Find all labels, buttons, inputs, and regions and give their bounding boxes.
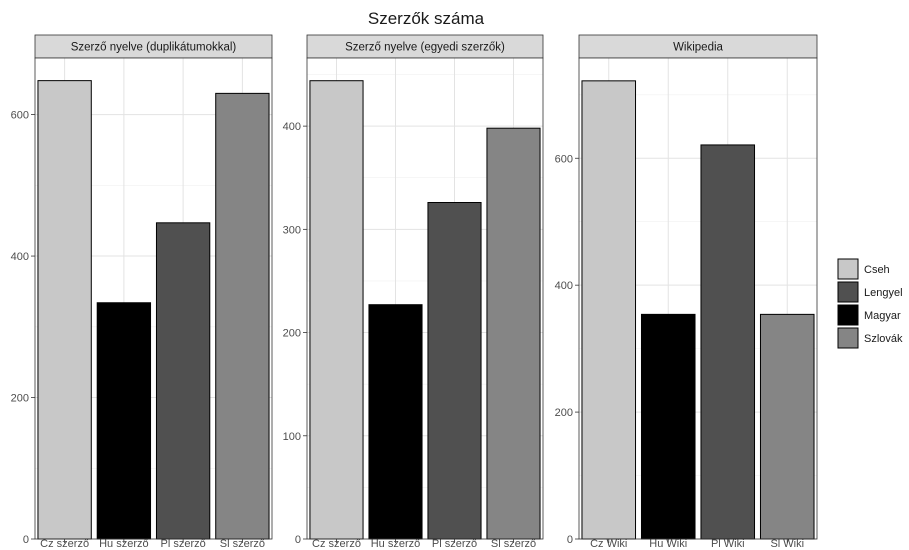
y-tick-label: 600: [11, 110, 29, 122]
x-tick-label: Sl szerző: [220, 538, 265, 550]
panel-border: [306, 57, 544, 540]
legend-item: Lengyel: [837, 281, 903, 303]
legend-swatch: [837, 281, 859, 303]
legend-item: Szlovák: [837, 327, 903, 349]
y-tick-label: 0: [295, 534, 301, 546]
legend-item: Magyar: [837, 304, 901, 326]
x-tick-label: Cz szerző: [312, 538, 361, 550]
y-tick-label: 600: [555, 153, 573, 165]
bar: [486, 127, 541, 540]
bar: [368, 304, 423, 540]
y-tick-label: 400: [555, 280, 573, 292]
bar: [640, 313, 696, 540]
x-tick-label: Pl szerző: [161, 538, 206, 550]
panel-border: [34, 57, 273, 540]
y-tick-label: 200: [11, 393, 29, 405]
chart-title: Szerzők száma: [368, 9, 485, 28]
x-tick-label: Hu szerző: [99, 538, 149, 550]
y-tick-label: 100: [283, 431, 301, 443]
x-tick-label: Hu Wiki: [649, 538, 687, 550]
y-tick-label: 0: [23, 534, 29, 546]
bar: [215, 92, 270, 540]
x-tick-label: Sl szerző: [491, 538, 536, 550]
facet-strip-label: Szerző nyelve (duplikátumokkal): [71, 42, 237, 54]
facet-panel: Szerző nyelve (egyedi szerzők) 0 100 200 300…: [283, 34, 544, 550]
x-tick-label: Pl szerző: [432, 538, 477, 550]
x-tick-label: Sl Wiki: [770, 538, 804, 550]
y-tick-label: 200: [283, 328, 301, 340]
bar: [96, 302, 152, 540]
y-tick-label: 200: [555, 407, 573, 419]
bar: [759, 313, 815, 540]
bar: [700, 144, 756, 540]
y-tick-label: 0: [567, 534, 573, 546]
bar: [581, 80, 637, 540]
facet-panels: Szerző nyelve (duplikátumokkal) 0 200 400 60…: [11, 34, 818, 550]
y-tick-label: 400: [11, 251, 29, 263]
bar: [427, 202, 482, 540]
bar: [309, 80, 364, 540]
facet-strip-label: Wikipedia: [673, 42, 723, 54]
x-tick-label: Cz szerző: [40, 538, 89, 550]
legend-label: Cseh: [864, 264, 890, 276]
x-tick-label: Hu szerző: [371, 538, 421, 550]
legend-label: Magyar: [864, 310, 901, 322]
legend-swatch: [837, 258, 859, 280]
x-tick-label: Pl Wiki: [711, 538, 745, 550]
bar: [37, 80, 92, 540]
bar: [155, 222, 211, 540]
facet-panel: Wikipedia 0 200 400 600 Cz Wiki Hu Wiki Pl Wiki…: [555, 34, 818, 550]
facet-strip-label: Szerző nyelve (egyedi szerzők): [345, 42, 505, 54]
legend-label: Lengyel: [864, 287, 903, 299]
legend: Cseh Lengyel Magyar Szlovák: [837, 258, 903, 349]
legend-item: Cseh: [837, 258, 890, 280]
legend-swatch: [837, 304, 859, 326]
x-tick-label: Cz Wiki: [590, 538, 627, 550]
y-tick-label: 400: [283, 121, 301, 133]
panel-border: [578, 57, 818, 540]
y-tick-label: 300: [283, 224, 301, 236]
legend-swatch: [837, 327, 859, 349]
facet-panel: Szerző nyelve (duplikátumokkal) 0 200 400 60…: [11, 34, 273, 550]
legend-label: Szlovák: [864, 333, 903, 345]
